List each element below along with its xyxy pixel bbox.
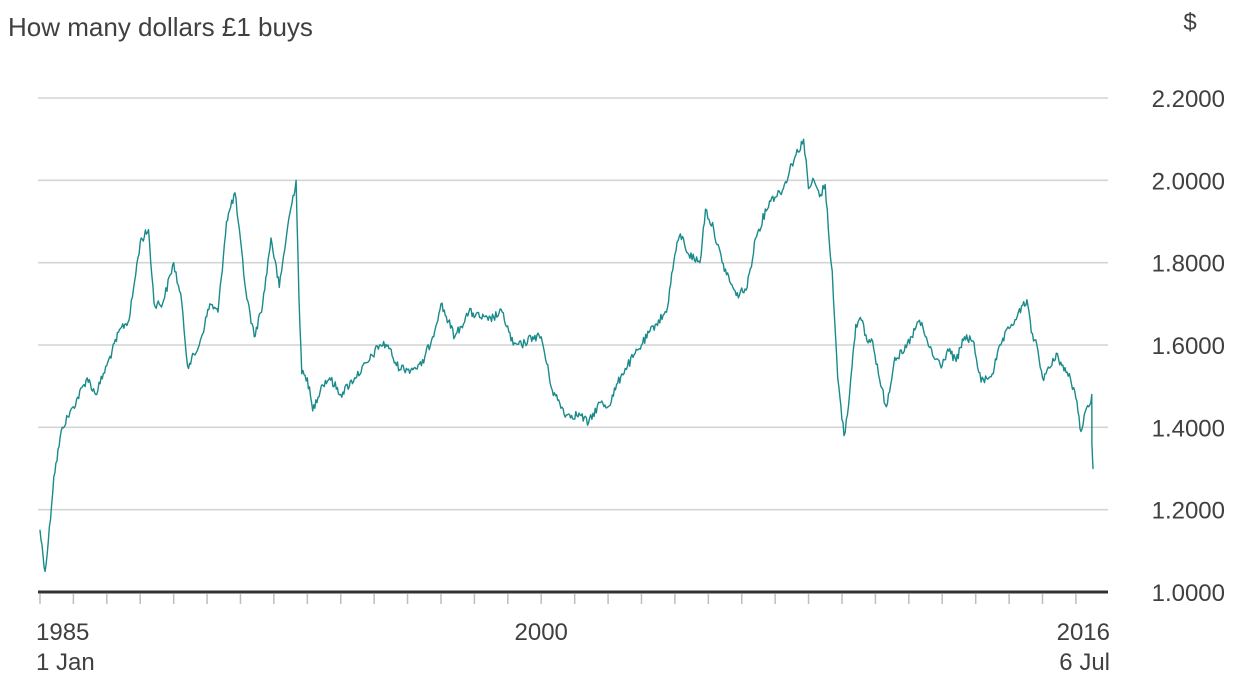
- y-tick-label: 1.8000: [1152, 251, 1225, 278]
- x-tick-label: 2000: [515, 619, 568, 646]
- y-tick-label: 1.2000: [1152, 498, 1225, 525]
- x-tick-label: 2016: [1057, 619, 1110, 646]
- x-tick-label: 1985: [36, 619, 89, 646]
- y-axis-tick-labels: 1.0000 1.2000 1.4000 1.6000 1.8000 2.0000 2.20…: [1152, 86, 1225, 607]
- y-tick-label: 1.0000: [1152, 580, 1225, 607]
- chart-title: How many dollars £1 buys: [8, 12, 313, 42]
- x-axis-tick-labels: 1985 1 Jan 2000 2016 6 Jul: [36, 619, 1110, 675]
- y-tick-label: 1.6000: [1152, 333, 1225, 360]
- gbp-usd-series-line: [39, 138, 1094, 573]
- y-unit-label: $: [1183, 9, 1196, 36]
- series-layer: [39, 138, 1094, 573]
- x-tick-sublabel: 6 Jul: [1059, 649, 1110, 675]
- y-tick-label: 1.4000: [1152, 415, 1225, 442]
- x-tick-sublabel: 1 Jan: [36, 649, 95, 675]
- y-tick-label: 2.0000: [1152, 168, 1225, 195]
- y-tick-label: 2.2000: [1152, 86, 1225, 113]
- gridlines: [38, 97, 1108, 511]
- x-axis-minor-ticks: [39, 594, 1077, 604]
